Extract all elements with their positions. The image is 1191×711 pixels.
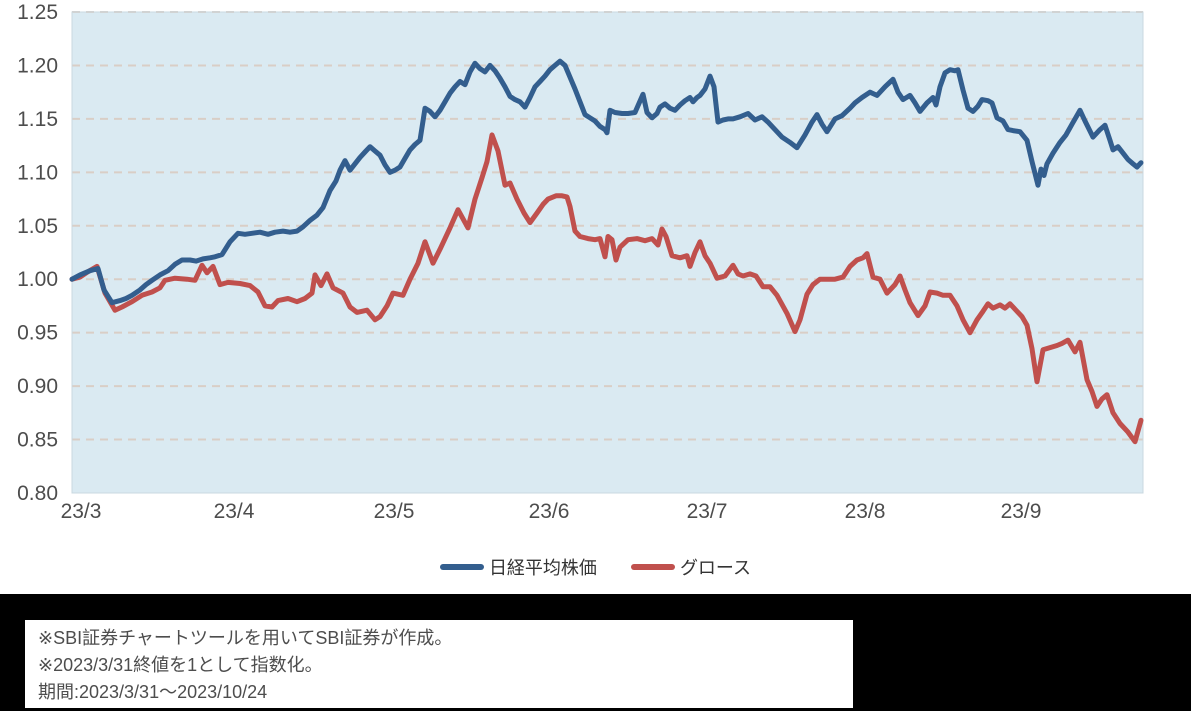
footnote-indexing: ※2023/3/31終値を1として指数化。 [38,655,323,675]
y-axis-label: 0.90 [17,375,58,398]
legend-label-nikkei: 日経平均株価 [488,558,597,578]
x-axis-label: 23/9 [1001,500,1042,523]
growth-line-swatch-icon [630,564,675,570]
x-axis-label: 23/5 [374,500,415,523]
footnote-period: 期間:2023/3/31～2023/10/24 [38,682,268,702]
y-axis-labels: 1.25 1.20 1.15 1.10 1.05 1.00 0.95 0.90 0.85 0.80 [17,1,58,505]
y-axis-label: 1.20 [17,54,58,77]
nikkei-line-swatch-icon [439,564,484,570]
y-axis-label: 1.15 [17,108,58,131]
index-performance-chart: 1.25 1.20 1.15 1.10 1.05 1.00 0.95 0.90 0.85 0.80… [17,1,1144,523]
x-axis-label: 23/8 [845,500,886,523]
legend-item-nikkei: 日経平均株価 [439,554,597,580]
legend-label-growth: グロース [679,558,752,578]
y-axis-label: 1.05 [17,215,58,238]
footnote-source: ※SBI証券チャートツールを用いてSBI証券が作成。 [38,628,453,648]
y-axis-label: 0.95 [17,322,58,345]
x-axis-labels: 23/3 23/4 23/5 23/6 23/7 23/8 23/9 [61,500,1042,523]
footer-band: ※SBI証券チャートツールを用いてSBI証券が作成。 ※2023/3/31終値を… [0,594,1191,711]
footnote-box: ※SBI証券チャートツールを用いてSBI証券が作成。 ※2023/3/31終値を… [25,620,853,708]
x-axis-label: 23/4 [214,500,255,523]
growth-index-line [69,132,1144,445]
x-axis-label: 23/6 [529,500,570,523]
chart-section: 1.25 1.20 1.15 1.10 1.05 1.00 0.95 0.90 0.85 0.80… [0,1,1191,580]
legend-item-growth: グロース [630,554,752,580]
y-axis-label: 1.00 [17,268,58,291]
y-axis-label: 1.10 [17,161,58,184]
y-axis-label: 0.85 [17,429,58,452]
nikkei-average-line [69,58,1144,306]
y-axis-label: 0.80 [17,482,58,505]
plot-border [71,11,1144,494]
x-axis-label: 23/3 [61,500,102,523]
chart-legend: 日経平均株価 グロース [0,554,1191,580]
y-axis-label: 1.25 [17,1,58,24]
x-axis-label: 23/7 [687,500,728,523]
